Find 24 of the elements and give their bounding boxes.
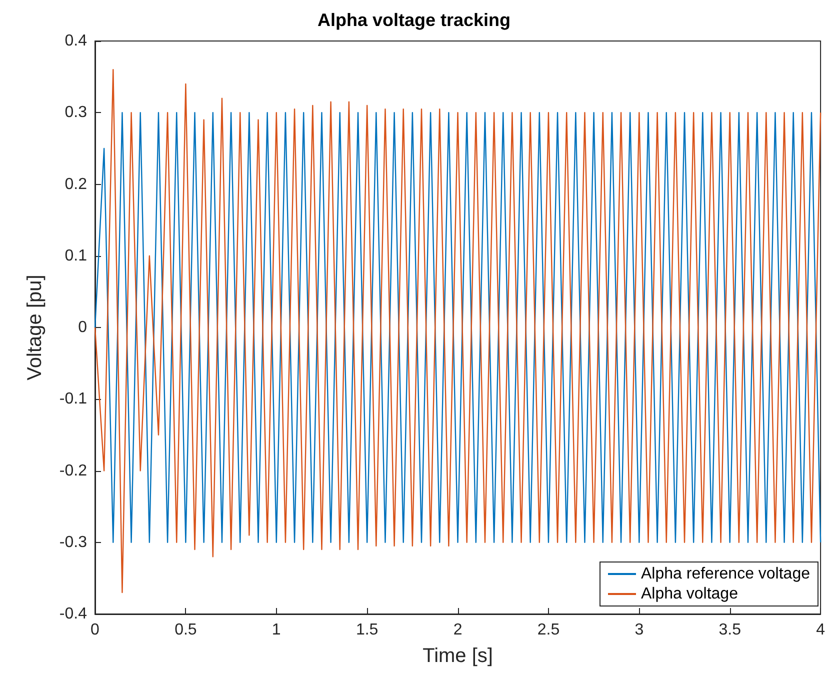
x-axis-title: Time [s]	[422, 645, 493, 667]
legend-label: Alpha voltage	[641, 586, 738, 602]
x-tick-label: 0.5	[174, 622, 197, 638]
y-tick-label: 0	[78, 319, 88, 336]
x-tick-label: 1	[272, 622, 281, 638]
chart-title: Alpha voltage tracking	[317, 10, 511, 30]
y-tick-label: -0.4	[59, 606, 88, 622]
y-axis-title: Voltage [pu]	[24, 274, 46, 380]
y-tick-label: 0.2	[64, 176, 88, 193]
y-tick-label: -0.1	[59, 390, 88, 408]
x-tick-label: 2.5	[537, 622, 560, 638]
y-tick-label: 0.1	[64, 247, 88, 264]
line-series	[94, 112, 822, 543]
x-tick-label: 0	[90, 622, 100, 638]
y-tick-label: 0.3	[64, 104, 88, 122]
x-tick-label: 4	[816, 622, 826, 638]
y-tick-label: 0.4	[64, 32, 88, 50]
x-tick-label: 3.5	[718, 622, 742, 638]
legend-label: Alpha reference voltage	[641, 566, 810, 582]
x-tick-label: 2	[453, 622, 462, 638]
y-tick-label: -0.3	[59, 534, 88, 551]
y-tick-label: -0.2	[59, 462, 88, 480]
x-tick-label: 1.5	[356, 622, 378, 638]
x-tick-label: 3	[634, 622, 644, 638]
